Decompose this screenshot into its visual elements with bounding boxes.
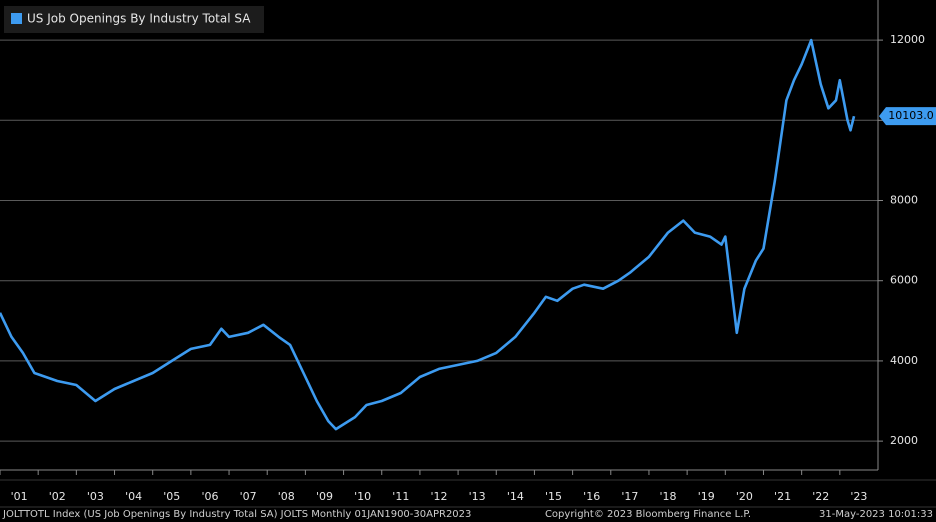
footer-left: JOLTTOTL Index (US Job Openings By Indus… <box>2 509 471 520</box>
y-tick-label: 12000 <box>890 33 925 46</box>
x-tick-label: '06 <box>201 490 218 503</box>
y-tick-label: 4000 <box>890 354 918 367</box>
x-tick-label: '05 <box>163 490 180 503</box>
x-tick-label: '20 <box>736 490 753 503</box>
legend-label: US Job Openings By Industry Total SA <box>27 12 251 26</box>
x-tick-label: '18 <box>660 490 677 503</box>
x-tick-label: '23 <box>850 490 867 503</box>
x-tick-label: '11 <box>392 490 409 503</box>
x-tick-label: '10 <box>354 490 371 503</box>
y-tick-label: 6000 <box>890 274 918 287</box>
x-tick-label: '16 <box>583 490 600 503</box>
line-series <box>0 38 856 431</box>
x-tick-label: '04 <box>125 490 142 503</box>
x-tick-label: '13 <box>469 490 486 503</box>
x-tick-label: '09 <box>316 490 333 503</box>
x-tick-label: '15 <box>545 490 562 503</box>
x-tick-label: '03 <box>87 490 104 503</box>
x-tick-label: '21 <box>774 490 791 503</box>
x-tick-label: '08 <box>278 490 295 503</box>
x-tick-label: '22 <box>812 490 829 503</box>
footer-right: 31-May-2023 10:01:33 <box>819 509 933 520</box>
footer-center: Copyright© 2023 Bloomberg Finance L.P. <box>545 509 751 520</box>
x-tick-label: '07 <box>240 490 257 503</box>
x-tick-label: '01 <box>11 490 28 503</box>
x-tick-label: '02 <box>49 490 66 503</box>
last-value-box <box>879 107 936 126</box>
legend-swatch <box>11 13 22 24</box>
legend-box <box>4 6 264 33</box>
y-tick-label: 2000 <box>890 434 918 447</box>
x-tick-label: '17 <box>621 490 638 503</box>
x-tick-label: '19 <box>698 490 715 503</box>
last-value-label: 10103.0 <box>888 109 934 122</box>
x-tick-label: '12 <box>430 490 447 503</box>
x-tick-label: '14 <box>507 490 524 503</box>
y-tick-label: 8000 <box>890 194 918 207</box>
